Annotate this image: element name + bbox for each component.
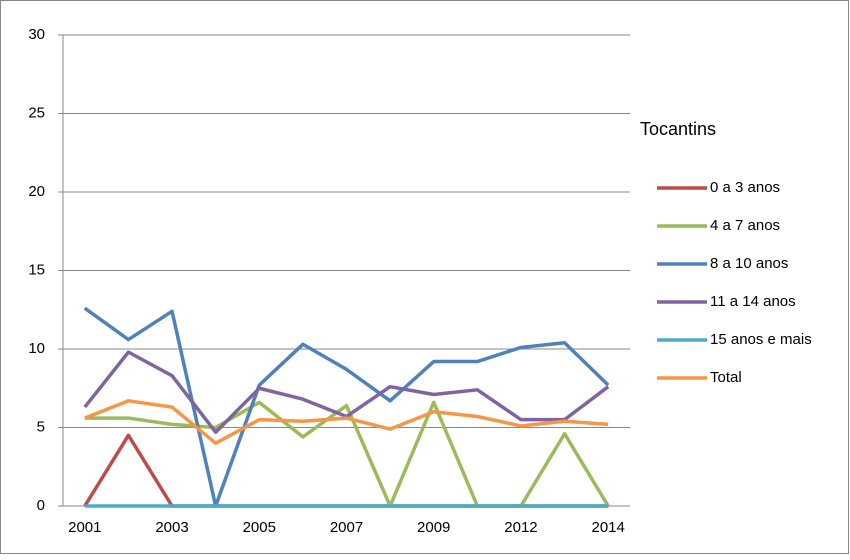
x-tick-label: 2009 (417, 519, 450, 536)
x-tick-label: 2014 (592, 519, 625, 536)
series-line (84, 399, 609, 445)
y-tick-label: 10 (28, 340, 45, 357)
legend-label: 11 a 14 anos (710, 293, 796, 310)
legend-label: Total (710, 369, 742, 386)
y-tick-label: 15 (28, 261, 45, 278)
y-tick-label: 0 (37, 497, 45, 514)
chart-title: Tocantins (640, 119, 716, 139)
x-tick-label: 2001 (68, 519, 101, 536)
legend-label: 8 a 10 anos (710, 255, 788, 272)
y-tick-label: 25 (28, 104, 45, 121)
y-tick-label: 30 (28, 26, 45, 43)
x-tick-label: 2003 (155, 519, 188, 536)
x-tick-label: 2005 (243, 519, 276, 536)
y-tick-label: 5 (37, 418, 45, 435)
x-tick-label: 2012 (504, 519, 537, 536)
y-tick-label: 20 (28, 183, 45, 200)
legend-label: 15 anos e mais (710, 331, 812, 348)
x-tick-label: 2007 (330, 519, 363, 536)
legend-label: 0 a 3 anos (710, 179, 780, 196)
legend-label: 4 a 7 anos (710, 217, 780, 234)
series-line (83, 306, 610, 508)
